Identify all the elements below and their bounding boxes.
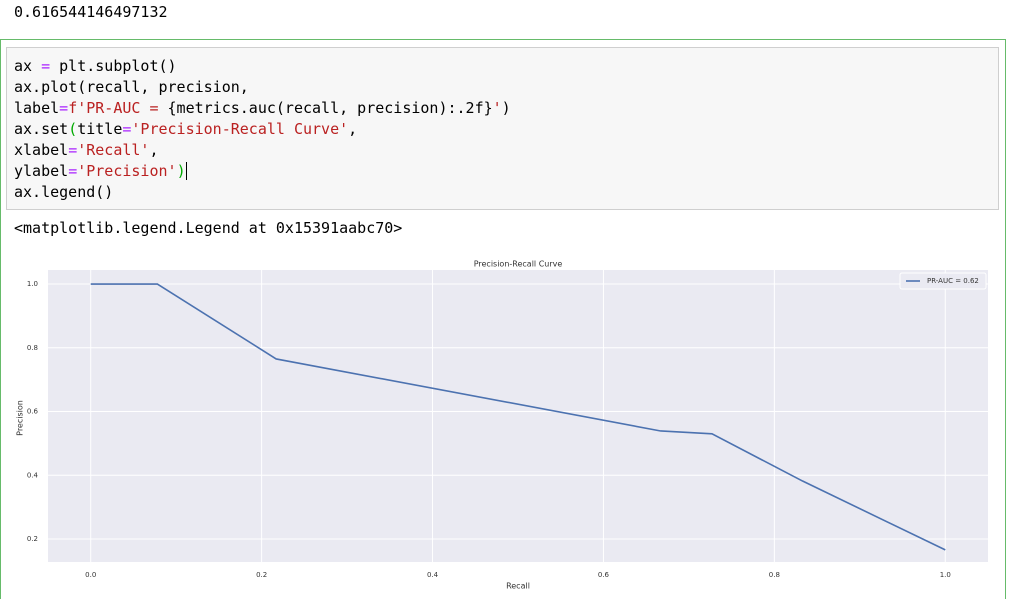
legend-box — [899, 272, 987, 290]
output-text: 0.616544146497132 — [14, 3, 168, 21]
code-editor[interactable]: ax = plt.subplot() ax.plot(recall, precis… — [6, 47, 999, 210]
code-token: f'PR-AUC = — [68, 99, 168, 117]
code-token: plt.subplot() — [50, 57, 177, 75]
code-line: label=f'PR-AUC = {metrics.auc(recall, pr… — [14, 98, 991, 119]
chart: Precision-Recall Curve Recall Precision … — [16, 260, 988, 591]
code-token: ) — [176, 162, 186, 180]
x-tick-label: 0.2 — [256, 571, 267, 579]
output-text: <matplotlib.legend.Legend at 0x15391aabc… — [14, 219, 403, 237]
y-axis-label: Precision — [16, 400, 25, 436]
code-line: xlabel='Recall', — [14, 140, 991, 161]
code-line: ax = plt.subplot() — [14, 56, 991, 77]
code-token: = — [68, 141, 78, 159]
y-tick-label: 0.4 — [27, 471, 39, 479]
code-token: ) — [501, 99, 511, 117]
code-token: xlabel — [14, 141, 69, 159]
y-tick-label: 0.6 — [27, 408, 39, 416]
x-tick-label: 1.0 — [940, 571, 951, 579]
code-line: ax.plot(recall, precision, — [14, 77, 991, 98]
code-token: ax.plot(recall, precision, — [14, 78, 249, 96]
cell[interactable] — [0, 39, 1006, 599]
code-token: ax.set — [14, 120, 69, 138]
y-tick-label: 0.8 — [27, 344, 38, 352]
x-tick-label: 0.8 — [769, 571, 780, 579]
x-tick-label: 0.6 — [598, 571, 610, 579]
code-token: = — [122, 120, 132, 138]
y-tick-label: 1.0 — [27, 280, 38, 288]
code-token: = — [68, 162, 78, 180]
code-token: 'Precision' — [77, 162, 177, 180]
code-token: ( — [68, 120, 78, 138]
code-token: ax.legend() — [14, 183, 114, 201]
code-line: ax.legend() — [14, 182, 991, 203]
code-line: ax.set(title='Precision-Recall Curve', — [14, 119, 991, 140]
legend-label: PR-AUC = 0.62 — [927, 277, 979, 285]
code-token: ' — [492, 99, 502, 117]
x-axis-label: Recall — [506, 582, 530, 591]
code-token: , — [348, 120, 358, 138]
code-token: label — [14, 99, 60, 117]
code-token: title — [77, 120, 123, 138]
code-token: 'Recall' — [77, 141, 150, 159]
x-tick-label: 0.4 — [427, 571, 439, 579]
code-token: {metrics.auc(recall, precision):.2f} — [167, 99, 493, 117]
cursor — [185, 162, 187, 180]
code-token: 'Precision-Recall Curve' — [131, 120, 349, 138]
y-tick-label: 0.2 — [27, 535, 38, 543]
code-token: ylabel — [14, 162, 69, 180]
code-token: ax — [14, 57, 42, 75]
code-token: , — [149, 141, 159, 159]
code-line: ylabel='Precision') — [14, 161, 991, 182]
plot-area — [48, 270, 988, 562]
data-line — [90, 283, 946, 551]
chart-title: Precision-Recall Curve — [474, 260, 563, 269]
code-token: = — [41, 57, 51, 75]
code-token: = — [59, 99, 69, 117]
x-tick-label: 0.0 — [85, 571, 96, 579]
